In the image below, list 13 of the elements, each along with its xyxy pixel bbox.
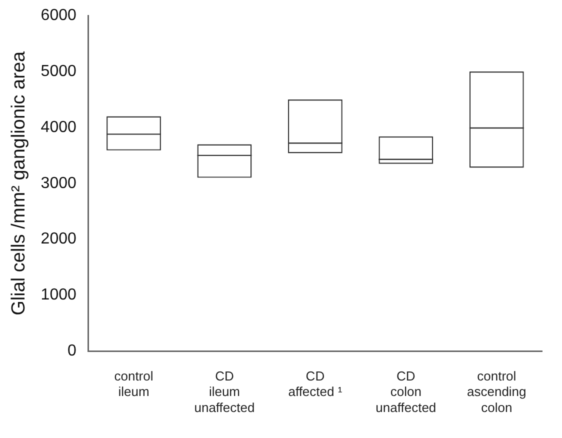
- y-tick-label: 2000: [40, 230, 76, 248]
- x-tick-label: control ileum: [114, 368, 154, 400]
- y-tick-label: 3000: [40, 174, 76, 192]
- y-tick-label: 1000: [40, 286, 76, 304]
- x-tick-label: CD colon unaffected: [376, 368, 436, 415]
- x-tick-label: control ascending colon: [467, 368, 526, 415]
- y-tick-label: 0: [67, 342, 76, 360]
- y-tick-label: 4000: [40, 118, 76, 136]
- x-tick-label: CD ileum unaffected: [194, 368, 255, 415]
- y-axis-title: Glial cells /mm² ganglionic area: [8, 50, 30, 316]
- x-tick-label: CD affected ¹: [288, 368, 343, 400]
- y-tick-label: 5000: [40, 62, 76, 80]
- y-tick-label: 6000: [40, 7, 76, 24]
